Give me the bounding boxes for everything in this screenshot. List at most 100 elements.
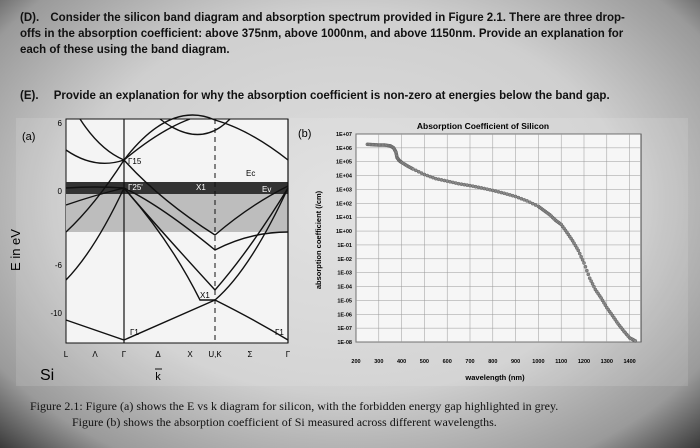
x-tick-label: 1000 (532, 359, 544, 365)
absorption-y-ticks: 1E+07 1E+06 1E+05 1E+04 1E+03 1E+02 1E+01 1E+00… (336, 132, 353, 346)
x-tick-label: 800 (488, 359, 497, 365)
material-label: Si (40, 367, 54, 384)
data-point (582, 261, 586, 265)
x-tick-label: 600 (443, 359, 452, 365)
ev-label: Ev (262, 185, 271, 194)
k-label-X: X (187, 350, 193, 359)
valence-band-top (66, 182, 288, 194)
y-tick-label: 1E+03 (336, 187, 352, 193)
question-d-line-1: (D). Consider the silicon band diagram a… (20, 10, 625, 26)
k-label-L: L (64, 350, 69, 359)
band-y-axis-label: E in eV (8, 229, 23, 271)
y-tick-label: 1E-03 (337, 271, 352, 277)
x-tick-label: 400 (397, 359, 406, 365)
y-tick-label: 1E+01 (336, 215, 352, 221)
data-point (414, 168, 418, 173)
data-point (442, 178, 447, 183)
data-point (433, 176, 438, 181)
question-e-label: (E). (20, 90, 39, 102)
x-tick-label: 200 (351, 359, 360, 365)
data-point (439, 178, 444, 182)
data-point (471, 184, 475, 188)
x-tick-label: 1200 (578, 359, 590, 365)
k-label-UK: U,K (208, 350, 222, 359)
gamma1-left-label: Γ1 (130, 328, 139, 337)
data-point (436, 177, 441, 182)
data-point (419, 171, 424, 175)
y-tick-label: 1E-04 (337, 285, 353, 291)
forbidden-gap (66, 194, 288, 232)
gamma25-label: Γ25' (128, 183, 143, 192)
data-point (580, 258, 585, 262)
data-point (468, 183, 472, 188)
x-tick-label: 1300 (601, 359, 613, 365)
y-tick-label: 1E+02 (336, 201, 352, 207)
y-tick-0: 0 (58, 187, 63, 196)
y-tick-label: 1E+00 (336, 229, 352, 235)
absorption-y-label: absorption coefficient (/cm) (314, 190, 323, 289)
y-tick-label: 1E-01 (337, 243, 352, 249)
question-d-text-1: Consider the silicon band diagram and ab… (50, 12, 625, 24)
data-point (528, 200, 532, 205)
ec-label: Ec (246, 169, 255, 178)
absorption-plot-frame (355, 133, 642, 343)
x-tick-label: 1400 (623, 359, 635, 365)
k-axis-label: k (155, 371, 161, 383)
absorption-x-ticks: 200 300 400 500 600 700 800 900 1000 1100 1200 1300… (351, 359, 635, 365)
question-e-text: Provide an explanation for why the absor… (53, 90, 610, 102)
data-point (533, 203, 538, 207)
y-tick-label: 1E-07 (337, 326, 352, 332)
data-point (411, 167, 415, 171)
data-point (587, 276, 592, 280)
data-point (633, 339, 638, 343)
k-label-delta: Δ (155, 350, 161, 359)
k-label-gamma-end: Γ (286, 350, 291, 359)
question-d-text-2: offs in the absorption coefficient: abov… (20, 28, 624, 40)
k-label-lambda: Λ (92, 350, 98, 359)
data-point (576, 248, 581, 253)
y-tick-label: 1E-08 (337, 340, 352, 346)
data-point (583, 264, 588, 269)
y-tick-6: 6 (58, 119, 63, 128)
absorption-title: Absorption Coefficient of Silicon (417, 121, 549, 131)
data-point (585, 268, 589, 273)
data-point (592, 284, 596, 289)
panel-a-label: (a) (22, 131, 35, 143)
x-tick-label: 500 (420, 359, 429, 365)
x-tick-label: 900 (511, 359, 520, 365)
data-point (579, 254, 583, 259)
data-point (530, 201, 535, 206)
band-curves (65, 114, 289, 341)
absorption-x-label: wavelength (nm) (464, 373, 525, 382)
data-point (525, 199, 529, 203)
question-d-text-3: each of these using the band diagram. (20, 44, 230, 56)
k-label-gamma: Γ (122, 350, 127, 359)
caption-line-2: Figure (b) shows the absorption coeffici… (72, 415, 497, 429)
y-tick-label: 1E+07 (336, 132, 352, 138)
y-tick-label: 1E+06 (336, 146, 352, 152)
data-point (577, 251, 582, 256)
y-tick-label: 1E-02 (337, 257, 352, 263)
data-point (476, 185, 481, 190)
y-tick-minus-10: -10 (50, 309, 62, 318)
gamma1-right-label: Γ1 (275, 328, 284, 337)
panel-b-label: (b) (298, 128, 311, 140)
x-tick-label: 700 (465, 359, 474, 365)
y-tick-label: 1E+04 (336, 174, 353, 180)
caption-line-1: Figure 2.1: Figure (a) shows the E vs k … (30, 399, 559, 413)
question-d-label: (D). (20, 12, 40, 24)
k-label-sigma: Σ (248, 350, 253, 359)
y-tick-label: 1E-06 (337, 312, 352, 318)
question-e-line: (E). Provide an explanation for why the … (20, 88, 610, 104)
data-point (590, 282, 595, 286)
x-tick-label: 300 (374, 359, 383, 365)
x1-bottom-label: X1 (200, 291, 210, 300)
y-tick-minus-6: -6 (55, 261, 63, 270)
gamma15-label: Γ15 (128, 157, 142, 166)
data-point (416, 169, 421, 174)
x1-top-label: X1 (196, 183, 206, 192)
y-tick-label: 1E+05 (336, 160, 352, 166)
absorption-panel: (b) Absorption Coefficient of Silicon ab… (298, 121, 642, 382)
data-point (586, 272, 591, 277)
